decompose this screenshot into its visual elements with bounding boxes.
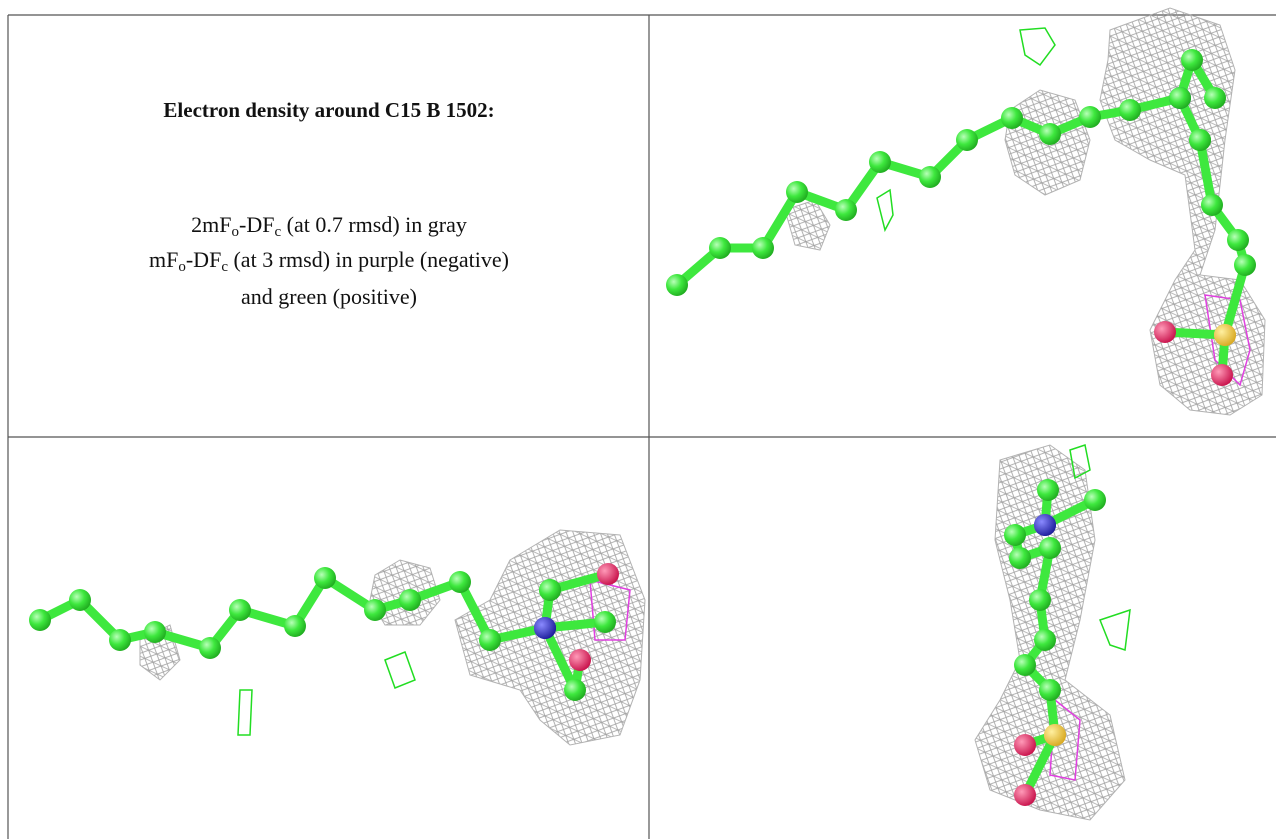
atom: [284, 615, 306, 637]
atom: [1039, 679, 1061, 701]
atom: [1014, 784, 1036, 806]
atom: [1004, 524, 1026, 546]
table-borders: [7, 14, 1276, 839]
bond: [1020, 730, 1060, 800]
legend-line: 2mFo-DFc (at 0.7 rmsd) in gray: [9, 208, 649, 242]
atom: [69, 589, 91, 611]
atom: [1001, 107, 1023, 129]
atom: [597, 563, 619, 585]
legend-line: and green (positive): [9, 280, 649, 314]
bond: [540, 623, 580, 695]
bond: [1195, 135, 1217, 210]
difference-density: [1099, 608, 1131, 652]
atom: [1214, 324, 1236, 346]
atom: [29, 609, 51, 631]
atom: [1084, 489, 1106, 511]
difference-density: [1069, 444, 1091, 480]
atom: [956, 129, 978, 151]
difference-density: [384, 651, 416, 689]
subscript: c: [274, 224, 282, 240]
atom: [399, 589, 421, 611]
atom: [919, 166, 941, 188]
atom: [1037, 479, 1059, 501]
atom: [1079, 106, 1101, 128]
atom: [1014, 734, 1036, 756]
atom: [594, 611, 616, 633]
atom: [1014, 654, 1036, 676]
subscript: o: [231, 224, 240, 240]
atom: [1119, 99, 1141, 121]
atom: [569, 649, 591, 671]
text: -DF: [239, 212, 275, 237]
atom: [539, 579, 561, 601]
molecule-renderings: [29, 7, 1266, 821]
atom: [869, 151, 891, 173]
text: (at 3 rmsd) in purple (negative): [227, 247, 509, 272]
atom: [752, 237, 774, 259]
atom: [364, 599, 386, 621]
atom: [449, 571, 471, 593]
atom: [786, 181, 808, 203]
density-mesh: [1099, 7, 1266, 416]
text: -DF: [185, 247, 222, 272]
atom: [835, 199, 857, 221]
atom: [1169, 87, 1191, 109]
atom: [1154, 321, 1176, 343]
atom: [1039, 537, 1061, 559]
atom: [144, 621, 166, 643]
panel-title: Electron density around C15 B 1502:: [163, 98, 495, 122]
atom: [314, 567, 336, 589]
atom: [479, 629, 501, 651]
atom: [229, 599, 251, 621]
atom: [109, 629, 131, 651]
atom: [666, 274, 688, 296]
difference-density: [876, 188, 894, 233]
atom: [1189, 129, 1211, 151]
legend-line: mFo-DFc (at 3 rmsd) in purple (negative): [9, 243, 649, 277]
atom: [1039, 123, 1061, 145]
difference-density: [237, 689, 253, 736]
atom: [564, 679, 586, 701]
atom: [1034, 514, 1056, 536]
atom: [1201, 194, 1223, 216]
atom: [1211, 364, 1233, 386]
atom: [1034, 629, 1056, 651]
atom: [199, 637, 221, 659]
atom: [709, 237, 731, 259]
atom: [1204, 87, 1226, 109]
atom: [1181, 49, 1203, 71]
bond: [1220, 260, 1250, 340]
atom: [1044, 724, 1066, 746]
atom: [1227, 229, 1249, 251]
atom: [534, 617, 556, 639]
atom: [1009, 547, 1031, 569]
text: and green (positive): [241, 284, 417, 309]
density-mesh: [784, 199, 831, 251]
text: mF: [149, 247, 179, 272]
atom: [1234, 254, 1256, 276]
atom: [1029, 589, 1051, 611]
subscript: c: [221, 259, 228, 275]
subscript: o: [178, 259, 186, 275]
text: (at 0.7 rmsd) in gray: [281, 212, 467, 237]
difference-density: [1019, 27, 1056, 67]
text: 2mF: [191, 212, 232, 237]
